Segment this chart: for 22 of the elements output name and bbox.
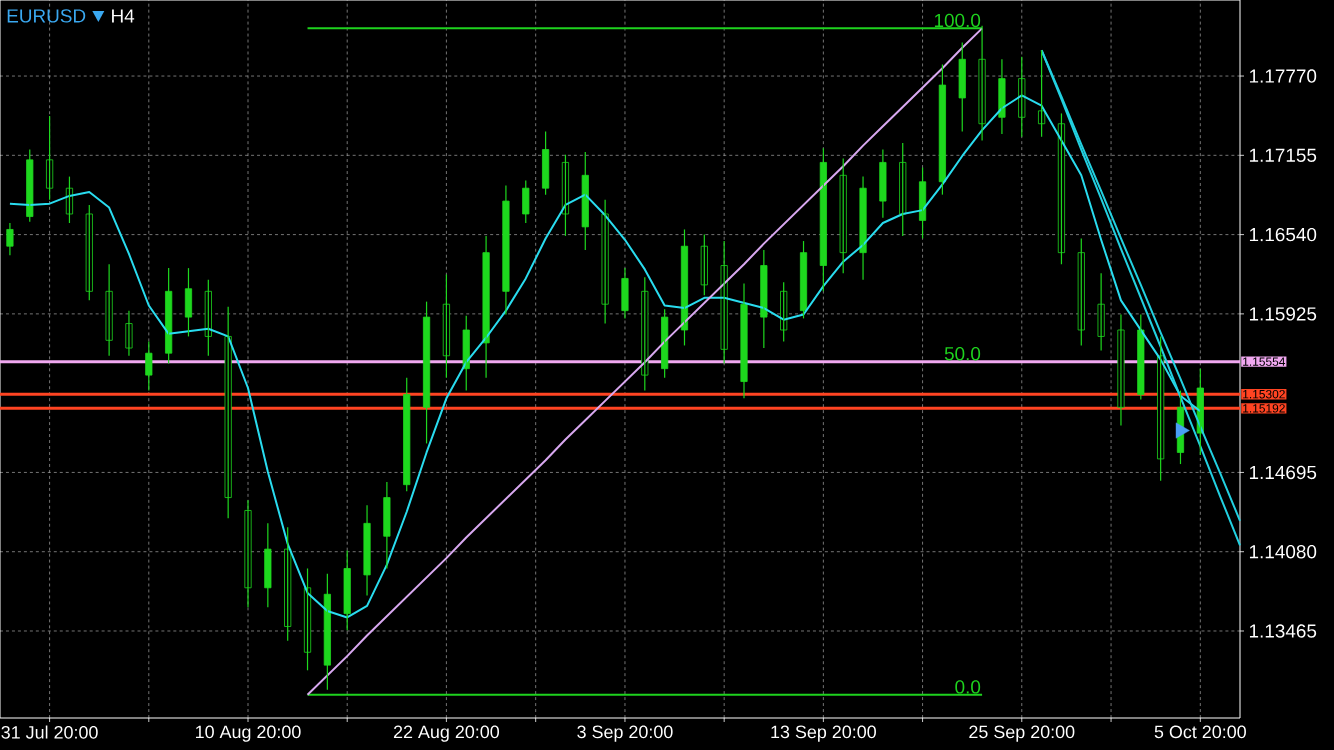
y-tick-label: 1.14695 [1249,465,1317,480]
x-tick-label: 13 Sep 20:00 [771,725,876,742]
chart-subtitle: H4 [112,9,135,23]
y-tick-label: 1.14080 [1249,545,1317,559]
chart-title: EURUSD [7,9,86,23]
x-tick-label: 5 Oct 20:00 [1154,725,1246,739]
y-tick-label: 1.13465 [1249,624,1317,638]
annotation: 100.0 [934,13,981,28]
x-tick-label: 31 Jul 20:00 [1,725,98,739]
y-tick-label: 1.16540 [1249,227,1317,242]
x-tick-label: 3 Sep 20:00 [577,725,673,742]
annotation: 50.0 [944,346,981,361]
y-tick-label: 1.15925 [1249,307,1317,321]
ref-line-label: 1.15192 [1243,404,1285,413]
y-tick-label: 1.17770 [1249,69,1317,83]
x-tick-label: 10 Aug 20:00 [196,725,301,742]
x-tick-label: 25 Sep 20:00 [969,725,1075,742]
y-tick-label: 1.17155 [1249,148,1317,162]
annotation: 0.0 [955,680,981,694]
ref-line-label: 1.15302 [1243,389,1285,399]
x-tick-label: 22 Aug 20:00 [393,725,500,742]
ref-line-label: 1.15554 [1243,357,1286,366]
